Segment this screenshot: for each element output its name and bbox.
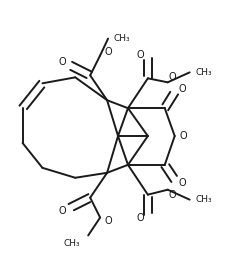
Text: CH₃: CH₃: [195, 195, 212, 204]
Text: O: O: [169, 72, 176, 82]
Text: CH₃: CH₃: [64, 239, 81, 248]
Text: CH₃: CH₃: [195, 68, 212, 77]
Text: CH₃: CH₃: [114, 34, 130, 43]
Text: O: O: [104, 47, 112, 57]
Text: O: O: [179, 84, 186, 94]
Text: O: O: [169, 190, 176, 200]
Text: O: O: [59, 57, 66, 67]
Text: O: O: [59, 206, 66, 216]
Text: O: O: [180, 131, 187, 141]
Text: O: O: [136, 51, 144, 60]
Text: O: O: [104, 216, 112, 225]
Text: O: O: [136, 213, 144, 222]
Text: O: O: [179, 178, 186, 188]
